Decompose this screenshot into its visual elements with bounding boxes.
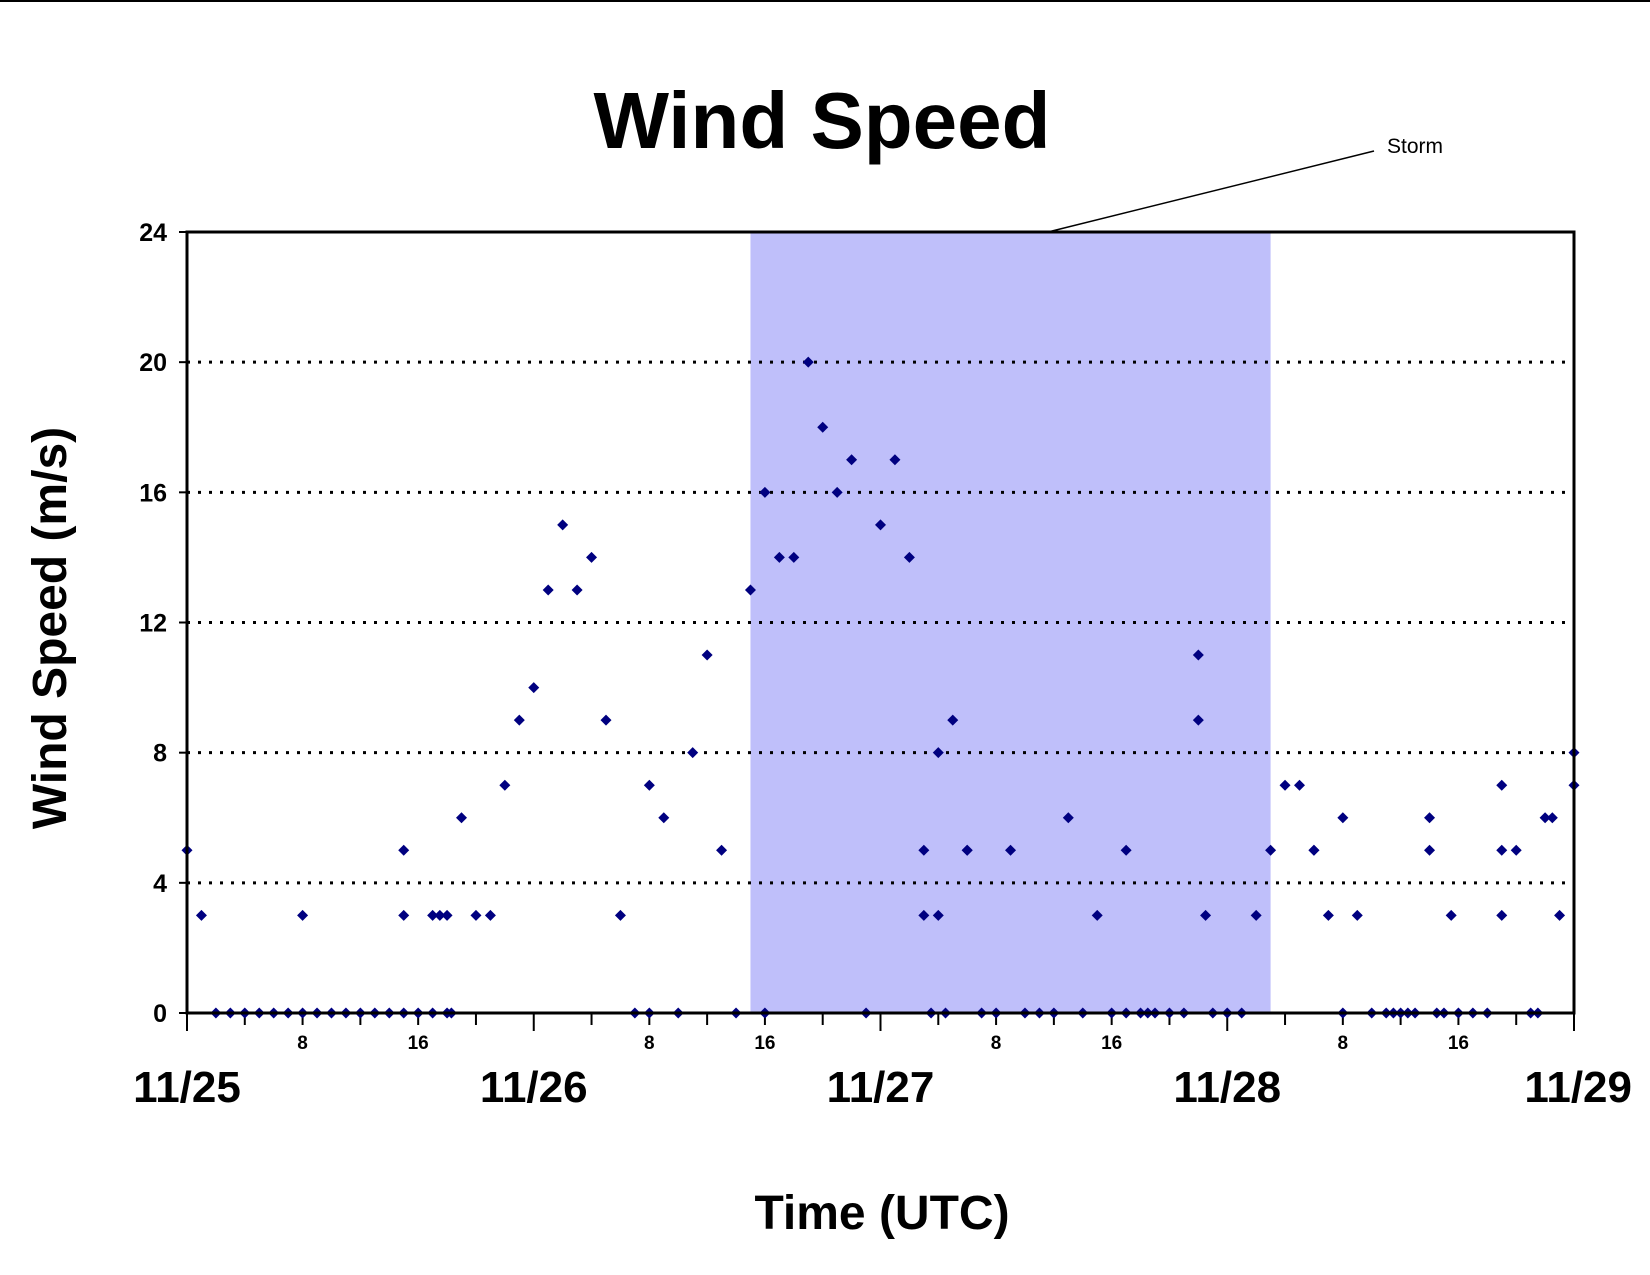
x-axis-title: Time (UTC) [754, 1187, 1009, 1240]
data-point [1351, 909, 1363, 921]
y-tick-label: 16 [139, 479, 167, 507]
data-point [484, 909, 496, 921]
data-point [1279, 779, 1291, 791]
data-point [542, 584, 554, 596]
data-point [1337, 812, 1349, 824]
data-point [1091, 909, 1103, 921]
data-point [846, 454, 858, 466]
y-axis-title: Wind Speed (m/s) [24, 427, 77, 829]
data-point [1005, 844, 1017, 856]
data-point [1546, 812, 1558, 824]
data-point [1322, 909, 1334, 921]
data-point [716, 844, 728, 856]
data-point [1250, 909, 1262, 921]
data-point [1200, 909, 1212, 921]
grid-lines [187, 360, 1574, 885]
data-point [456, 812, 468, 824]
data-point [427, 909, 439, 921]
y-tick-label: 24 [139, 219, 167, 247]
data-point [499, 779, 511, 791]
x-date-label: 11/25 [133, 1063, 241, 1112]
data-point [788, 551, 800, 563]
data-point [1424, 812, 1436, 824]
x-hour-label: 8 [644, 1033, 655, 1054]
data-point [918, 909, 930, 921]
storm-band [750, 232, 1271, 1013]
data-point [817, 421, 829, 433]
data-point [1192, 714, 1204, 726]
data-point [687, 747, 699, 759]
x-hour-label: 16 [408, 1033, 429, 1054]
chart-title: Wind Speed [593, 76, 1050, 165]
data-point [586, 551, 598, 563]
data-point [398, 909, 410, 921]
data-point [903, 551, 915, 563]
data-point [470, 909, 482, 921]
data-point [961, 844, 973, 856]
data-point [947, 714, 959, 726]
data-point [773, 551, 785, 563]
data-point [1496, 909, 1508, 921]
x-hour-label: 8 [1338, 1033, 1349, 1054]
data-point [1265, 844, 1277, 856]
x-hour-label: 16 [754, 1033, 775, 1054]
data-point [759, 486, 771, 498]
plot-frame [185, 230, 1576, 1015]
data-point [1293, 779, 1305, 791]
data-point [571, 584, 583, 596]
data-point [1062, 812, 1074, 824]
x-date-label: 11/26 [480, 1063, 588, 1112]
x-date-label: 11/27 [827, 1063, 935, 1112]
data-point [1308, 844, 1320, 856]
data-point [875, 519, 886, 531]
y-tick-label: 4 [153, 870, 167, 898]
data-point [1496, 779, 1508, 791]
data-point [195, 909, 207, 921]
data-point [1554, 909, 1566, 921]
data-point [1496, 844, 1508, 856]
data-point [614, 909, 626, 921]
data-point [643, 779, 655, 791]
y-axis-ticks: 0 4 8 12 16 20 24 [139, 219, 187, 1028]
y-tick-label: 0 [153, 1000, 167, 1028]
y-tick-label: 12 [139, 610, 167, 638]
data-point [297, 909, 309, 921]
x-hour-label: 8 [991, 1033, 1002, 1054]
data-point [1120, 844, 1132, 856]
storm-callout-line [1047, 150, 1375, 233]
x-hour-label: 8 [297, 1033, 308, 1054]
x-date-label: 11/29 [1524, 1063, 1632, 1112]
data-point [600, 714, 612, 726]
data-point [918, 844, 930, 856]
x-axis-ticks: 8 16 8 16 8 16 8 16 11/25 11/26 11/27 11/28 11/29 [133, 1013, 1632, 1112]
x-hour-label: 16 [1101, 1033, 1122, 1054]
data-point [701, 649, 713, 661]
x-hour-label: 16 [1448, 1033, 1469, 1054]
data-point [658, 812, 670, 824]
data-point [1445, 909, 1457, 921]
data-point [932, 747, 944, 759]
data-point [557, 519, 569, 531]
data-point [744, 584, 756, 596]
storm-callout-label: Storm [1387, 135, 1443, 158]
top-border-rule [0, 0, 1650, 2]
data-point [1510, 844, 1522, 856]
data-point [398, 844, 410, 856]
data-point [1539, 812, 1551, 824]
data-point [932, 909, 944, 921]
data-point [528, 682, 540, 694]
data-point [1424, 844, 1436, 856]
data-point [441, 909, 453, 921]
data-point [434, 909, 446, 921]
data-point [513, 714, 525, 726]
data-point [802, 356, 814, 368]
data-point [889, 454, 901, 466]
data-point [831, 486, 843, 498]
y-tick-label: 8 [153, 740, 167, 768]
y-tick-label: 20 [139, 349, 167, 377]
data-point [1192, 649, 1204, 661]
x-date-label: 11/28 [1173, 1063, 1281, 1112]
